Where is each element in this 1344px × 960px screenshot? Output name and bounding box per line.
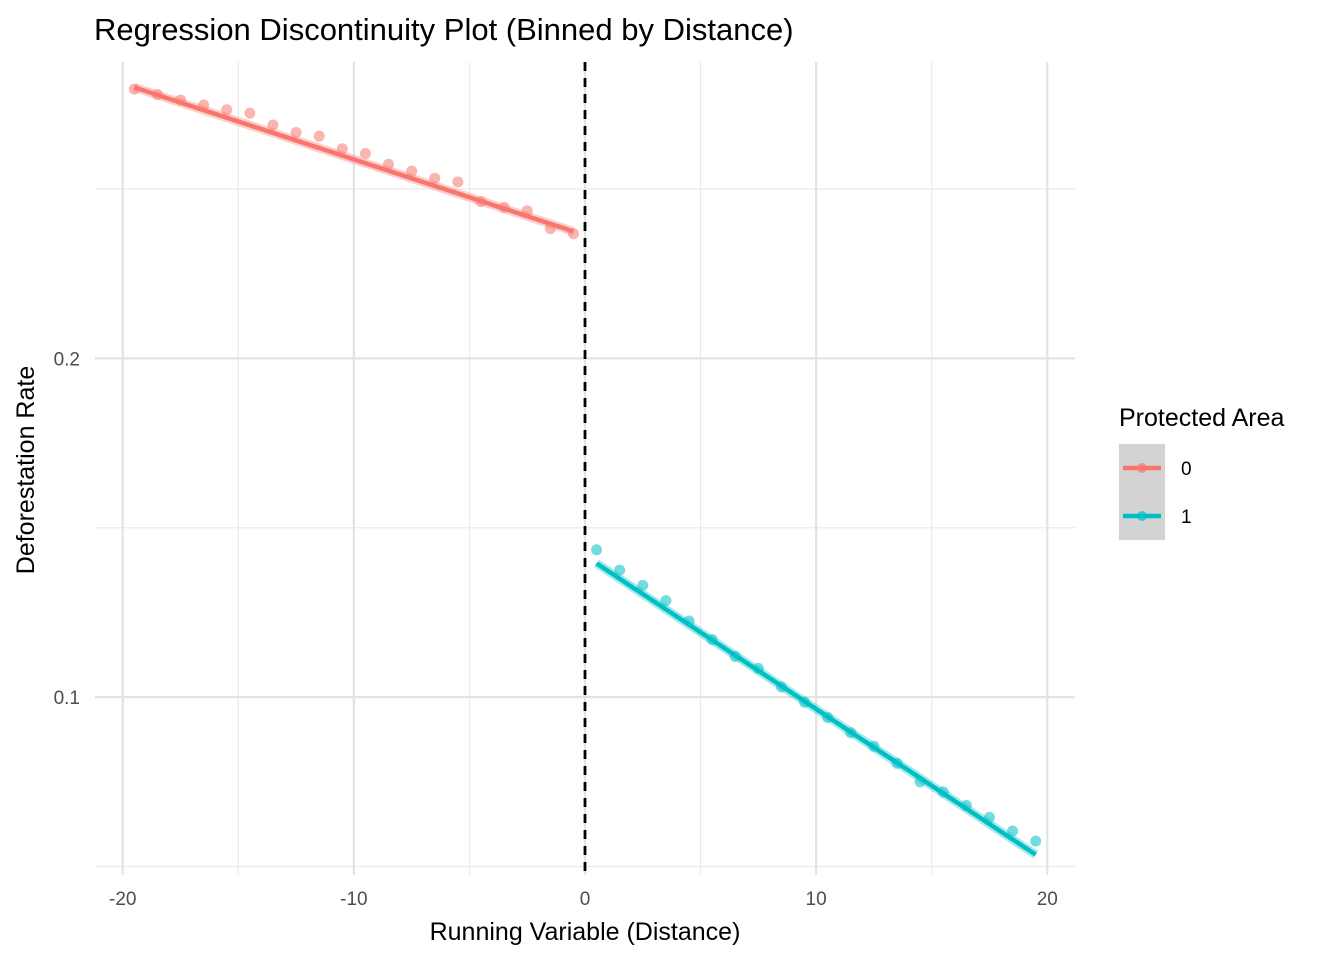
data-point-0 xyxy=(452,176,464,188)
data-point-0 xyxy=(267,119,279,131)
legend-item-1: 1 xyxy=(1119,492,1192,540)
legend-key-point xyxy=(1137,463,1147,473)
x-axis-title: Running Variable (Distance) xyxy=(430,918,741,946)
data-point-1 xyxy=(637,579,649,591)
data-point-1 xyxy=(660,595,672,607)
data-point-1 xyxy=(752,662,764,674)
data-point-0 xyxy=(475,196,487,208)
data-point-1 xyxy=(729,651,741,663)
data-point-0 xyxy=(336,143,348,155)
legend-keys: 01 xyxy=(1119,444,1192,540)
data-point-0 xyxy=(290,126,302,138)
data-point-0 xyxy=(175,94,187,106)
x-tick-label: 10 xyxy=(806,889,827,910)
legend-label: 1 xyxy=(1181,507,1192,528)
x-tick-label: 0 xyxy=(580,889,591,910)
legend-key-point xyxy=(1137,511,1147,521)
data-point-1 xyxy=(1007,825,1019,837)
data-point-1 xyxy=(1030,835,1042,847)
data-point-1 xyxy=(891,757,903,769)
data-point-0 xyxy=(406,165,418,177)
data-point-0 xyxy=(544,223,556,235)
data-point-1 xyxy=(822,711,834,723)
data-point-0 xyxy=(244,107,256,119)
data-point-1 xyxy=(937,786,949,798)
x-tick-label: -20 xyxy=(109,889,136,910)
data-point-1 xyxy=(983,811,995,823)
chart-title: Regression Discontinuity Plot (Binned by… xyxy=(94,12,794,47)
x-tick-label: -10 xyxy=(340,889,367,910)
data-point-0 xyxy=(383,158,395,170)
legend-item-0: 0 xyxy=(1119,444,1192,492)
data-point-1 xyxy=(614,564,626,576)
data-point-1 xyxy=(914,776,926,788)
data-point-0 xyxy=(128,83,140,95)
y-tick-labels: 0.1 0.2 xyxy=(54,349,80,709)
y-tick-label: 0.1 xyxy=(54,688,80,709)
data-point-1 xyxy=(960,800,972,812)
x-tick-label: 20 xyxy=(1037,889,1058,910)
data-point-0 xyxy=(429,172,441,184)
data-point-0 xyxy=(359,147,371,159)
data-point-0 xyxy=(498,201,510,213)
data-point-1 xyxy=(591,544,603,556)
y-axis-title: Deforestation Rate xyxy=(12,366,40,574)
data-point-1 xyxy=(868,740,880,752)
data-point-0 xyxy=(313,130,325,142)
data-points xyxy=(128,83,1042,847)
data-point-0 xyxy=(221,104,233,116)
data-point-1 xyxy=(706,634,718,646)
data-point-0 xyxy=(151,89,163,101)
data-point-1 xyxy=(683,615,695,627)
x-tick-labels: -20 -10 0 10 20 xyxy=(109,889,1058,910)
data-point-0 xyxy=(521,205,533,217)
data-point-1 xyxy=(845,727,857,739)
data-point-0 xyxy=(567,228,579,240)
data-point-1 xyxy=(775,681,787,693)
data-point-0 xyxy=(198,99,210,111)
legend: Protected Area 01 xyxy=(1119,404,1284,540)
y-tick-label: 0.2 xyxy=(54,349,80,370)
data-point-1 xyxy=(799,696,811,708)
legend-title: Protected Area xyxy=(1119,404,1284,432)
legend-label: 0 xyxy=(1181,459,1192,480)
